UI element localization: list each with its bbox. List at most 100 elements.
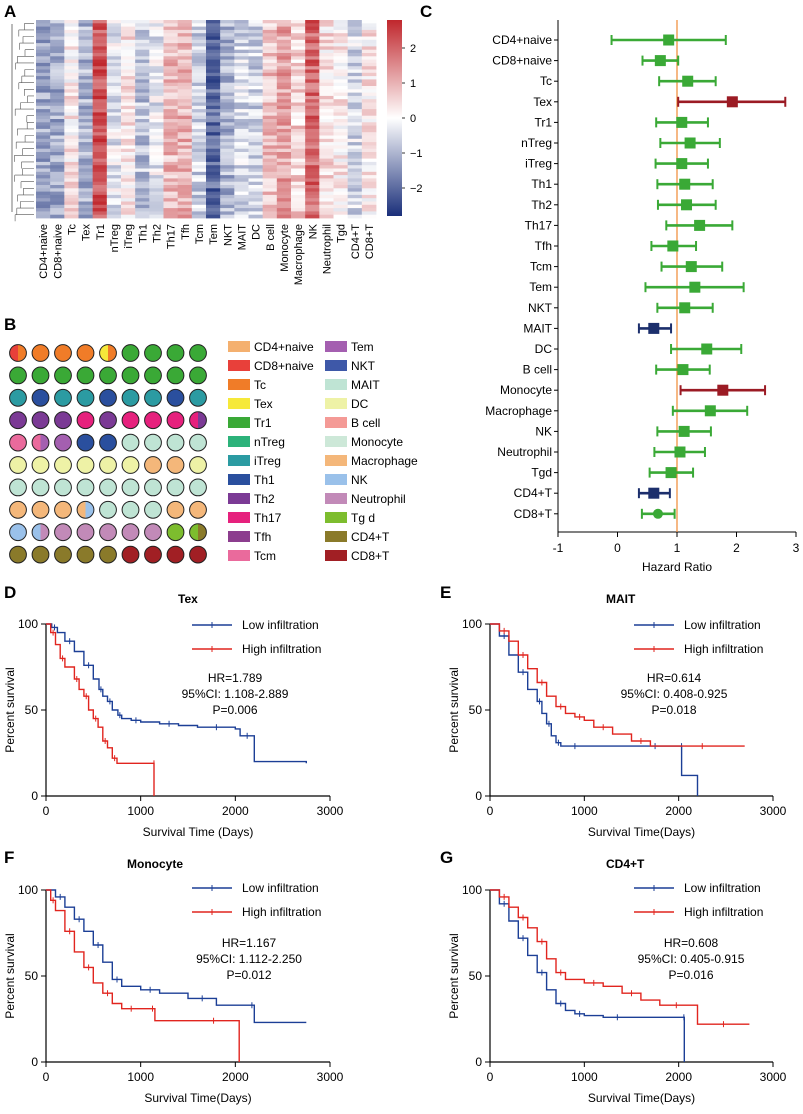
heatmap-cell — [64, 191, 79, 196]
heatmap-cell — [305, 128, 320, 133]
heatmap-cell — [36, 59, 51, 64]
heatmap-cell — [135, 204, 150, 209]
heatmap-cell — [206, 201, 221, 206]
heatmap-cell — [347, 185, 363, 189]
heatmap-cell — [305, 105, 320, 110]
heatmap-cell — [177, 49, 193, 54]
heatmap-cell — [276, 211, 292, 216]
heatmap-col-label: CD4+T — [350, 224, 362, 259]
heatmap-cell — [64, 69, 79, 74]
composition-cell — [166, 388, 185, 407]
heatmap-cell — [64, 135, 79, 140]
heatmap-cell — [305, 132, 320, 136]
heatmap-cell — [177, 36, 193, 41]
heatmap-cell — [305, 115, 320, 120]
km-stat-annotation: 95%CI: 1.108-2.889 — [182, 687, 289, 701]
forest-point — [676, 158, 688, 170]
heatmap-cell — [305, 168, 320, 173]
heatmap-cell — [50, 46, 65, 51]
heatmap-cell — [149, 79, 164, 84]
heatmap-cell — [191, 128, 207, 133]
heatmap-cell — [78, 89, 94, 93]
heatmap-cell — [191, 79, 207, 84]
heatmap-cell — [347, 86, 363, 90]
heatmap-cell — [291, 148, 306, 153]
heatmap-cell — [291, 62, 306, 67]
heatmap-cell — [276, 20, 292, 24]
km-x-tick-label: 1000 — [127, 1070, 154, 1084]
heatmap-cell — [78, 138, 94, 143]
heatmap-cell — [92, 119, 108, 123]
heatmap-cell — [291, 128, 306, 133]
heatmap-cell — [305, 161, 320, 166]
km-legend-label: High infiltration — [242, 642, 321, 656]
km-y-tick-label: 100 — [462, 617, 482, 631]
heatmap-cell — [121, 109, 136, 113]
km-stat-annotation: HR=0.608 — [664, 936, 719, 950]
heatmap-cell — [319, 198, 334, 202]
km-y-tick-label: 100 — [18, 617, 38, 631]
heatmap-cell — [319, 66, 334, 70]
forest-row-label: Tem — [529, 280, 552, 294]
forest-row-label: Tr1 — [534, 115, 552, 129]
heatmap-cell — [135, 29, 150, 34]
composition-cell — [144, 523, 162, 542]
composition-cell — [121, 433, 140, 452]
heatmap-cell — [248, 112, 264, 117]
heatmap-cell — [319, 128, 334, 133]
heatmap-cell — [135, 198, 150, 202]
row-dendrogram — [11, 23, 34, 222]
heatmap-cell — [177, 135, 193, 140]
heatmap-cell — [220, 105, 235, 110]
panel-label-d: D — [4, 583, 16, 602]
heatmap-cell — [135, 211, 150, 216]
km-legend-label: High infiltration — [242, 905, 321, 919]
heatmap-cell — [163, 36, 179, 41]
forest-x-axis-label: Hazard Ratio — [642, 560, 712, 574]
heatmap-cell — [305, 76, 320, 80]
heatmap-cell — [319, 125, 334, 130]
colorbar-tick-label: −1 — [410, 148, 423, 160]
heatmap-cell — [347, 49, 363, 54]
heatmap-cell — [163, 62, 179, 67]
heatmap-cell — [347, 161, 363, 166]
heatmap-cell — [78, 99, 94, 103]
heatmap-cell — [177, 148, 193, 153]
heatmap-cell — [191, 69, 207, 74]
heatmap-cell — [149, 128, 164, 133]
legend-label: CD4+T — [351, 530, 390, 544]
heatmap-cell — [78, 152, 94, 156]
heatmap-cell — [78, 62, 94, 67]
heatmap-cell — [191, 194, 207, 199]
heatmap-cell — [36, 142, 51, 146]
composition-cell — [121, 545, 140, 564]
heatmap-cell — [50, 142, 65, 146]
km-x-axis-label: Survival Time(Days) — [588, 825, 695, 839]
heatmap-cell — [92, 20, 108, 24]
heatmap-cell — [276, 204, 292, 209]
heatmap-cell — [262, 36, 278, 41]
composition-legend: CD4+naiveCD8+naiveTcTexTr1nTregiTregTh1T… — [228, 340, 418, 563]
heatmap-cell — [305, 178, 320, 183]
heatmap-cell — [106, 89, 122, 93]
legend-swatch — [325, 341, 347, 352]
heatmap-cell — [177, 181, 193, 186]
forest-row-label: NKT — [528, 301, 553, 315]
heatmap-cell — [220, 135, 235, 140]
heatmap-cell — [64, 59, 79, 64]
heatmap-cell — [220, 204, 235, 209]
heatmap-cell — [177, 105, 193, 110]
heatmap-cell — [121, 194, 136, 199]
heatmap-cell — [135, 148, 150, 153]
km-x-tick-label: 1000 — [571, 1070, 598, 1084]
heatmap-cell — [206, 152, 221, 156]
heatmap-cell — [163, 204, 179, 209]
heatmap-cell — [50, 208, 65, 212]
heatmap-cell — [36, 89, 51, 93]
heatmap-cell — [206, 79, 221, 84]
heatmap-cell — [319, 36, 334, 41]
heatmap-cell — [121, 155, 136, 159]
heatmap-cell — [121, 26, 136, 31]
composition-cell — [9, 545, 27, 564]
